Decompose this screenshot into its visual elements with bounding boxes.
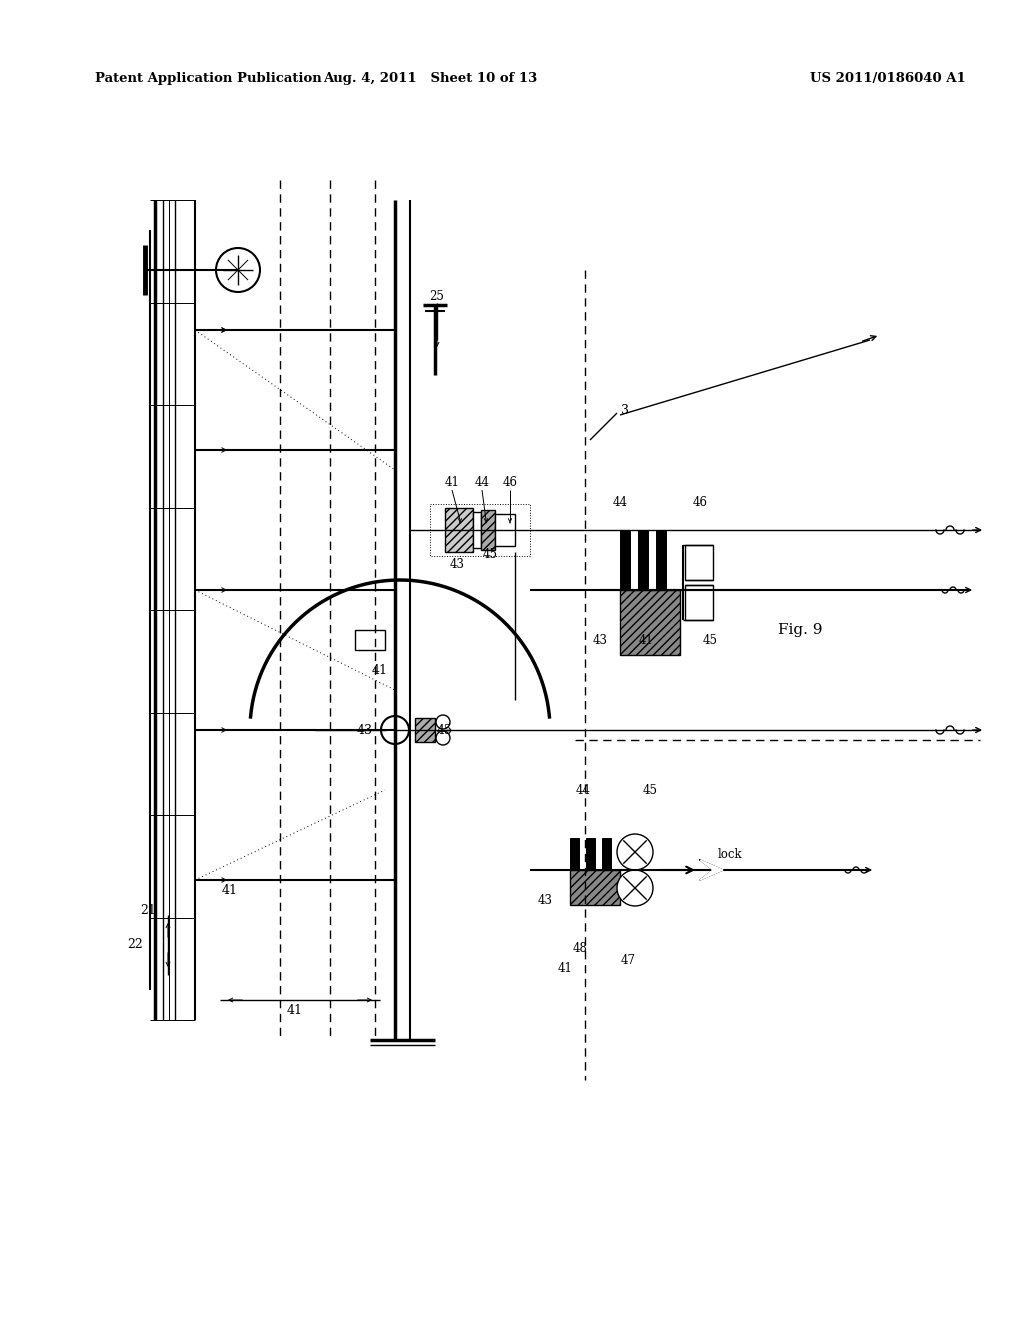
Text: 45: 45 [702, 634, 718, 647]
Bar [570, 870, 620, 906]
Text: Aug. 4, 2011   Sheet 10 of 13: Aug. 4, 2011 Sheet 10 of 13 [323, 73, 538, 84]
Text: 41: 41 [287, 1003, 303, 1016]
Text: 44: 44 [612, 495, 628, 508]
Bar [430, 504, 530, 556]
Bar [620, 590, 680, 655]
Text: 44: 44 [575, 784, 591, 796]
Bar [495, 513, 515, 546]
Text: 47: 47 [621, 953, 636, 966]
Bar [481, 510, 495, 550]
Bar [685, 545, 713, 579]
Text: 43: 43 [357, 723, 373, 737]
Text: 41: 41 [444, 477, 460, 490]
Text: 22: 22 [127, 939, 143, 952]
Text: 46: 46 [692, 495, 708, 508]
Text: 43: 43 [450, 558, 465, 572]
Text: 45: 45 [642, 784, 657, 796]
Text: 43: 43 [593, 634, 607, 647]
Bar [602, 838, 611, 902]
Bar [656, 531, 666, 649]
Text: 41: 41 [222, 883, 238, 896]
Text: 45: 45 [437, 723, 453, 737]
Text: Fig. 9: Fig. 9 [778, 623, 822, 638]
Circle shape [617, 834, 653, 870]
Text: 25: 25 [429, 290, 444, 304]
Text: 44: 44 [474, 477, 489, 490]
Bar [638, 531, 648, 649]
Text: 46: 46 [503, 477, 517, 490]
Text: 43: 43 [538, 894, 553, 907]
Text: lock: lock [718, 849, 742, 862]
Text: 48: 48 [572, 941, 588, 954]
Bar [415, 718, 435, 742]
Text: 21: 21 [140, 903, 156, 916]
Text: 3: 3 [621, 404, 629, 417]
Polygon shape [700, 861, 723, 880]
Text: 41: 41 [639, 634, 653, 647]
Bar [570, 838, 579, 902]
Bar [445, 508, 473, 552]
Text: Patent Application Publication: Patent Application Publication [95, 73, 322, 84]
Text: US 2011/0186040 A1: US 2011/0186040 A1 [810, 73, 966, 84]
Bar [685, 585, 713, 620]
Text: 41: 41 [557, 961, 572, 974]
Circle shape [617, 870, 653, 906]
Text: 45: 45 [482, 549, 498, 561]
Bar [586, 838, 595, 902]
Text: 41: 41 [372, 664, 388, 676]
Bar [620, 531, 630, 649]
Bar [355, 630, 385, 649]
Bar [473, 512, 481, 548]
